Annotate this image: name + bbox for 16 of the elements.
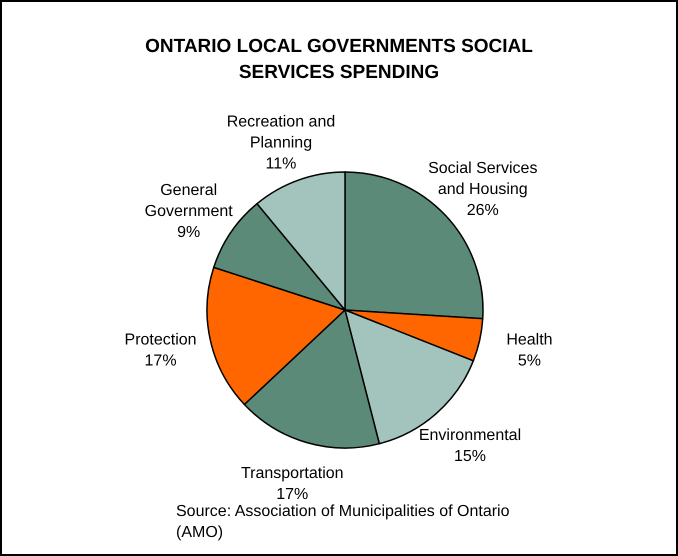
data-label: 17% [276, 486, 308, 504]
data-label: 5% [518, 352, 542, 370]
slice-label: Social Services and Housing [428, 160, 538, 198]
slice-label: Recreation and Planning [226, 114, 336, 152]
data-label: 9% [177, 224, 200, 242]
data-label: 15% [454, 448, 486, 466]
data-label: 26% [466, 202, 499, 220]
slice-label: Protection [124, 331, 197, 348]
source-note: Source: Association of Municipalities of Ontario (AMO) [176, 503, 510, 541]
slice-label: Transportation [240, 465, 344, 482]
slice-label: Health [506, 331, 553, 348]
slice-label: Environmental [418, 427, 522, 444]
slice-label: General Government [144, 182, 234, 220]
chart-title: ONTARIO LOCAL GOVERNMENTS SOCIAL SERVICES SPENDING [145, 36, 534, 83]
data-label: 17% [144, 352, 177, 370]
data-label: 11% [266, 156, 296, 173]
